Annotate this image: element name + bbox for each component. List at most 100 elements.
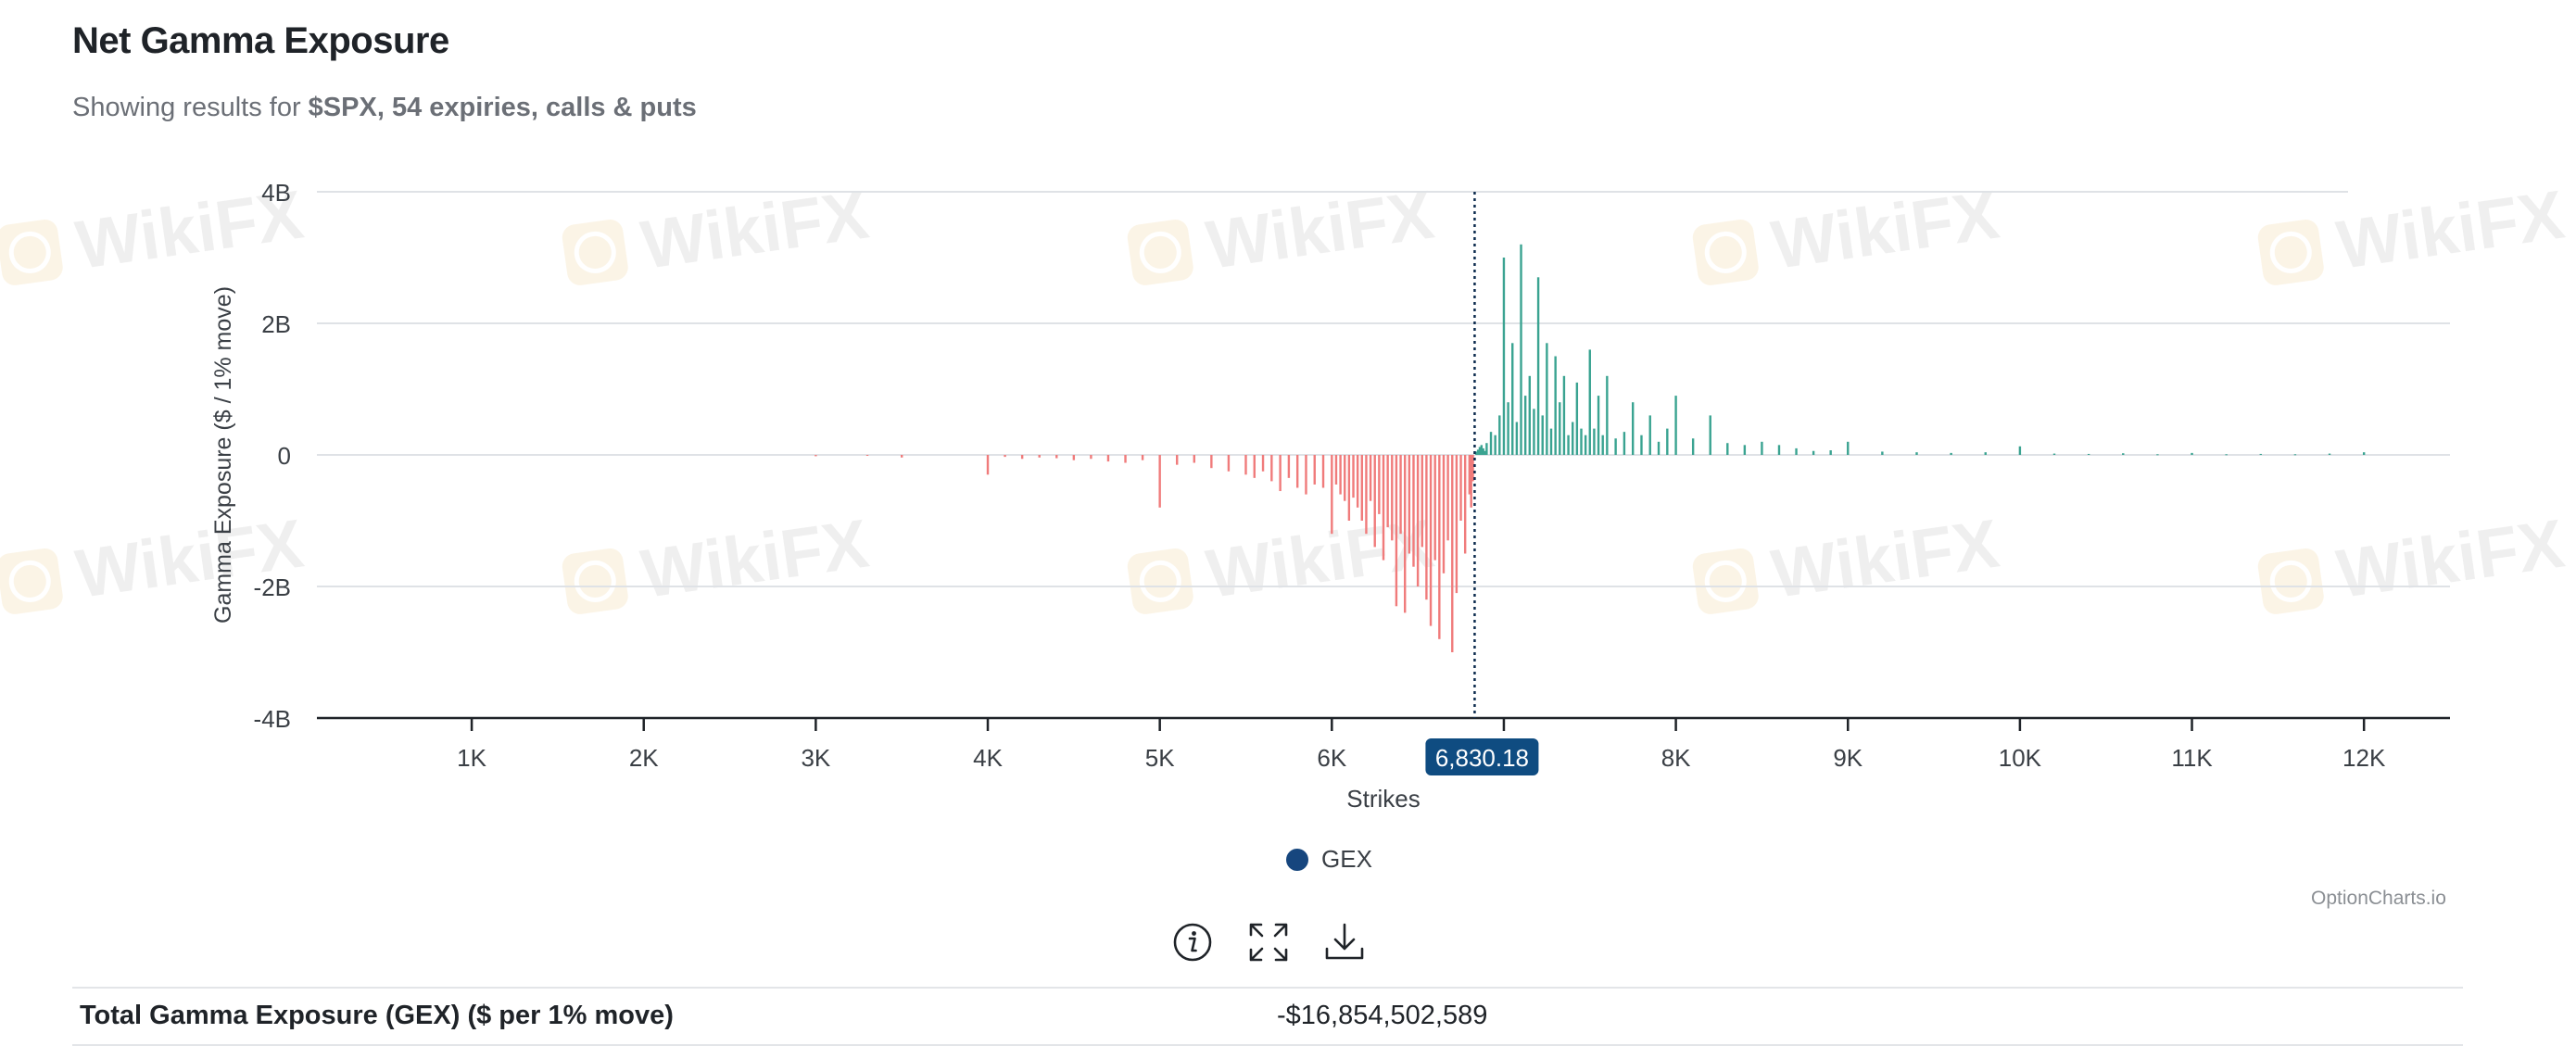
- gex-bar: [1270, 455, 1272, 481]
- gex-bar: [1399, 455, 1401, 534]
- x-tick-label: 4K: [973, 744, 1003, 772]
- gex-bar: [1507, 402, 1509, 455]
- gex-bar: [2191, 453, 2192, 455]
- gex-bar: [1107, 455, 1109, 461]
- gex-bar: [1490, 432, 1492, 455]
- watermark-logo: [561, 547, 630, 616]
- gex-bar: [1559, 402, 1560, 455]
- gex-bar: [814, 455, 816, 456]
- gex-bar: [1408, 455, 1410, 554]
- gex-bar: [1421, 455, 1423, 547]
- gex-bar: [1537, 277, 1539, 455]
- legend[interactable]: GEX: [1286, 845, 1372, 874]
- gex-bar: [1494, 435, 1496, 455]
- watermark: WikiFX: [2255, 176, 2569, 295]
- watermark: WikiFX: [2255, 505, 2569, 624]
- watermark-logo: [2256, 218, 2326, 287]
- gex-bar: [1004, 455, 1005, 457]
- watermark: WikiFX: [560, 505, 873, 624]
- gex-bar: [1395, 455, 1397, 606]
- gex-bar: [1516, 422, 1518, 456]
- watermark-text: WikiFX: [1202, 505, 1438, 612]
- gex-bar: [1124, 455, 1126, 463]
- gex-bar: [1322, 455, 1324, 488]
- gex-bar: [1335, 455, 1337, 485]
- gex-bar: [1589, 349, 1591, 455]
- gex-bar: [2088, 454, 2090, 455]
- gex-bar: [1614, 438, 1616, 455]
- summary-label: Total Gamma Exposure (GEX) ($ per 1% mov…: [80, 1001, 674, 1031]
- x-tick-label: 5K: [1145, 744, 1175, 772]
- gex-bar: [1451, 455, 1453, 652]
- gex-bar: [1288, 455, 1290, 478]
- info-icon: [1171, 921, 1214, 964]
- x-tick-label: 9K: [1833, 744, 1863, 772]
- gex-bar: [2225, 454, 2227, 455]
- chart-credit[interactable]: OptionCharts.io: [2311, 888, 2446, 910]
- watermark-logo: [1126, 218, 1195, 287]
- gex-bar: [1339, 455, 1341, 495]
- gex-bar: [866, 455, 868, 456]
- watermark-logo: [561, 218, 630, 287]
- expand-icon: [1247, 921, 1290, 964]
- gex-bar: [1915, 452, 1917, 455]
- download-button[interactable]: [1323, 921, 1366, 964]
- gex-bar: [2260, 454, 2262, 455]
- fullscreen-button[interactable]: [1247, 921, 1290, 964]
- gex-bar: [1210, 455, 1212, 468]
- watermark-logo: [1691, 218, 1761, 287]
- gex-bar: [1726, 443, 1728, 455]
- x-tick-label: 6K: [1317, 744, 1346, 772]
- gex-bar: [1417, 455, 1419, 586]
- gex-bar: [1498, 415, 1500, 455]
- gex-bar: [1430, 455, 1432, 626]
- gex-bar: [1524, 396, 1526, 455]
- gex-bar: [1649, 415, 1651, 455]
- gex-bar: [1433, 455, 1435, 561]
- gex-bar: [1563, 376, 1565, 455]
- gex-bar: [1533, 409, 1534, 455]
- legend-label: GEX: [1321, 845, 1372, 874]
- gex-bar: [2053, 454, 2055, 455]
- gex-bar: [1542, 415, 1544, 455]
- gex-bar: [1985, 452, 1987, 455]
- watermark-logo: [1691, 547, 1761, 616]
- gex-bar: [1352, 455, 1354, 498]
- watermark-text: WikiFX: [2332, 505, 2569, 612]
- gex-bar: [1459, 455, 1461, 521]
- gex-bar: [1446, 455, 1448, 540]
- gex-bar: [1039, 455, 1041, 458]
- info-button[interactable]: [1171, 921, 1214, 964]
- watermark-text: WikiFX: [637, 505, 873, 612]
- gex-bar: [1386, 455, 1388, 527]
- gex-bar: [1456, 455, 1458, 593]
- gex-bar: [1425, 455, 1427, 599]
- gex-bar: [1529, 376, 1531, 455]
- gex-bar: [1881, 451, 1883, 455]
- gex-bar: [1305, 455, 1307, 495]
- gex-bar: [2363, 452, 2365, 455]
- gex-bar: [1606, 376, 1608, 455]
- gex-bar: [1331, 455, 1332, 534]
- gex-bar: [1378, 455, 1380, 514]
- gex-bar: [2122, 453, 2124, 455]
- gex-bar: [1666, 429, 1668, 455]
- gex-bar: [1055, 455, 1057, 459]
- gex-bar: [1576, 383, 1578, 455]
- gex-bar: [1692, 438, 1694, 455]
- legend-swatch: [1286, 849, 1308, 871]
- gex-bar: [1193, 455, 1195, 463]
- gex-bar: [1640, 435, 1642, 455]
- gex-bar: [901, 455, 903, 458]
- gex-bar: [1383, 455, 1384, 561]
- x-tick-label: 8K: [1661, 744, 1691, 772]
- y-tick-label: 2B: [261, 310, 291, 338]
- y-tick-label: 0: [278, 442, 291, 470]
- gex-bar: [1511, 343, 1513, 455]
- gex-bar: [1254, 455, 1256, 478]
- gex-bar: [1443, 455, 1445, 573]
- x-tick-label: 10K: [1999, 744, 2042, 772]
- watermark: WikiFX: [1690, 505, 2003, 624]
